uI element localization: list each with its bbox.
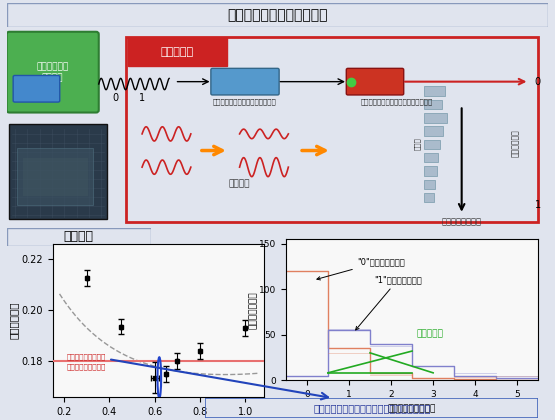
FancyBboxPatch shape — [211, 68, 279, 95]
Text: "0"信号の受信結果: "0"信号の受信結果 — [317, 257, 405, 280]
Y-axis label: 検出イベント数: 検出イベント数 — [249, 291, 258, 328]
Text: 量子受信機: 量子受信機 — [161, 47, 194, 57]
Text: コヒーレント光通信: コヒーレント光通信 — [67, 353, 105, 360]
FancyBboxPatch shape — [13, 76, 60, 102]
Bar — [424, 153, 438, 163]
Text: コヒーレント受信限界を超える誤り率を達成: コヒーレント受信限界を超える誤り率を達成 — [313, 403, 431, 413]
Text: 波の制御: 波の制御 — [229, 179, 250, 188]
Bar — [424, 126, 443, 136]
Y-axis label: ビット誤り率: ビット誤り率 — [8, 302, 19, 339]
FancyBboxPatch shape — [346, 68, 403, 95]
X-axis label: 信号毎の検出光子数: 信号毎の検出光子数 — [388, 404, 436, 413]
Text: コヒーレント
光送信機: コヒーレント 光送信機 — [37, 63, 69, 82]
Bar — [9, 124, 107, 219]
Bar — [424, 139, 440, 149]
Bar — [424, 179, 435, 189]
Bar — [424, 193, 433, 202]
Text: 実験結果: 実験結果 — [64, 231, 94, 243]
Text: ビット誤り率: ビット誤り率 — [511, 129, 521, 157]
FancyBboxPatch shape — [128, 38, 226, 66]
Bar — [126, 37, 537, 222]
Text: 1: 1 — [139, 93, 145, 103]
Bar — [424, 113, 447, 123]
Text: 超伝導転移端センサによる光子数識別: 超伝導転移端センサによる光子数識別 — [361, 98, 433, 105]
Text: "1"信号の受信結果: "1"信号の受信結果 — [356, 275, 422, 330]
Text: 0: 0 — [535, 76, 541, 87]
Text: 粒（光子）の検出: 粒（光子）の検出 — [442, 217, 482, 226]
Text: ビット誤り: ビット誤り — [416, 330, 443, 339]
Bar — [424, 87, 445, 96]
Text: 光子数: 光子数 — [415, 137, 421, 150]
Bar — [18, 148, 93, 205]
Text: 準最適な量子受信機の実現: 準最適な量子受信機の実現 — [227, 8, 328, 22]
Bar — [424, 166, 437, 176]
Text: 0: 0 — [112, 93, 118, 103]
Text: 1: 1 — [535, 200, 541, 210]
Text: 微弱参照光による位相振幅制御器: 微弱参照光による位相振幅制御器 — [213, 98, 277, 105]
FancyBboxPatch shape — [7, 32, 99, 113]
Bar — [424, 100, 442, 109]
Bar — [23, 158, 88, 196]
Text: のショット雑音限界: のショット雑音限界 — [67, 364, 105, 370]
